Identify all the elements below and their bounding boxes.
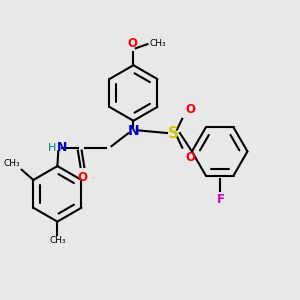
Text: O: O xyxy=(185,103,195,116)
Text: S: S xyxy=(168,125,179,140)
Text: N: N xyxy=(57,141,67,154)
Text: CH₃: CH₃ xyxy=(149,39,166,48)
Text: CH₃: CH₃ xyxy=(4,159,20,168)
Text: N: N xyxy=(128,124,139,138)
Text: O: O xyxy=(185,151,195,164)
Text: O: O xyxy=(78,171,88,184)
Text: O: O xyxy=(127,37,137,50)
Text: H: H xyxy=(48,143,56,153)
Text: CH₃: CH₃ xyxy=(49,236,66,245)
Text: F: F xyxy=(217,193,225,206)
